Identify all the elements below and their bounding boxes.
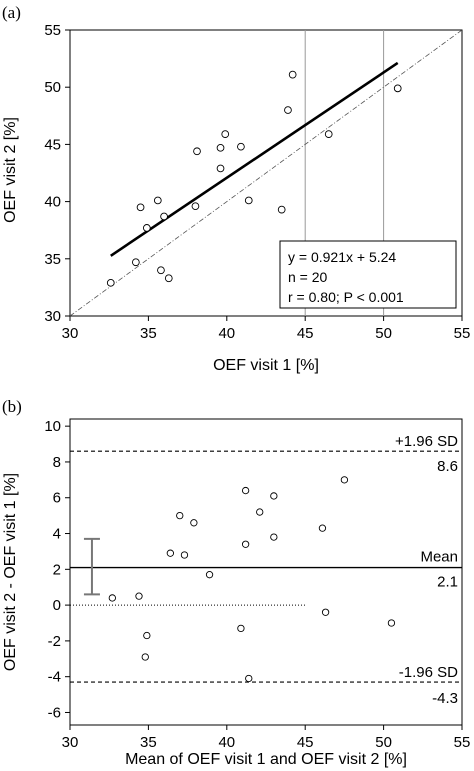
panel-b-y-tick-label: -4 (48, 669, 61, 686)
difference-point (340, 476, 349, 484)
panel-a-x-tick-label: 45 (297, 325, 314, 342)
mean-confidence-interval-bar (83, 537, 100, 596)
panel-a-x-tick-label: 35 (140, 325, 157, 342)
sample-size: n = 20 (288, 269, 328, 285)
data-point (244, 196, 253, 205)
panel-b-y-tick-label: 6 (53, 490, 61, 507)
data-point (277, 205, 286, 214)
data-point (157, 266, 165, 275)
panel-b-plot-frame (69, 418, 463, 726)
data-point (132, 258, 140, 267)
stats-annotation-box: y = 0.921x + 5.24 n = 20 r = 0.80; P < 0… (279, 240, 457, 309)
difference-point (143, 631, 151, 640)
panel-a-y-tick-label: 30 (44, 308, 61, 325)
data-point (191, 202, 200, 211)
data-point (216, 164, 225, 173)
data-point (324, 130, 333, 138)
regression-equation: y = 0.921x + 5.24 (288, 249, 396, 265)
panel-a-y-tick-label: 55 (44, 22, 61, 39)
difference-point (387, 619, 396, 627)
difference-point (321, 608, 330, 616)
regression-line (110, 61, 399, 257)
lower-limit-value: -4.3 (432, 690, 458, 707)
panel-b-y-axis-label: OEF visit 2 - OEF visit 1 [%] (2, 473, 19, 671)
panel-b-x-tick-label: 45 (297, 734, 314, 751)
data-point (142, 224, 151, 232)
data-point (288, 70, 297, 79)
data-point (221, 130, 230, 138)
panel-b-y-tick-label: 8 (53, 454, 61, 471)
panel-b-y-tick-label: -2 (48, 633, 61, 650)
panel-a-plot-frame (69, 29, 463, 317)
panel-b-x-tick-label: 40 (218, 734, 235, 751)
panel-b-y-tick-label: 10 (44, 418, 61, 435)
panel-a-x-tick-label: 30 (62, 325, 79, 342)
data-point (193, 147, 201, 156)
panel-a-scatter: (a) 30 35 40 45 50 55 30 35 40 45 50 55 y = 0.921x … (2, 3, 470, 374)
difference-point (245, 674, 253, 683)
difference-point (241, 540, 250, 548)
lower-limit-label: -1.96 SD (399, 664, 458, 681)
panel-b-y-tick-label: 2 (53, 561, 61, 578)
mean-value: 2.1 (437, 574, 458, 591)
panel-b-bland-altman: (b) 30 35 40 45 50 55 -6 -4 -2 0 2 4 6 8 10 +1.96 SD 8… (2, 397, 470, 768)
panel-a-y-axis-label: OEF visit 2 [%] (2, 117, 19, 223)
difference-point (237, 624, 245, 633)
data-point (237, 142, 245, 151)
panel-b-x-axis-label: Mean of OEF visit 1 and OEF visit 2 [%] (125, 751, 407, 768)
data-point (106, 278, 115, 287)
data-point (216, 143, 225, 152)
data-point (136, 203, 145, 212)
data-point (393, 84, 402, 93)
difference-point (256, 508, 264, 516)
difference-point (135, 592, 143, 600)
panel-b-x-tick-label: 50 (375, 734, 392, 751)
difference-point (176, 511, 184, 520)
panel-a-x-tick-label: 50 (375, 325, 392, 342)
data-point (153, 196, 162, 205)
difference-point (270, 533, 278, 541)
difference-point (141, 653, 149, 661)
data-point (164, 274, 173, 283)
difference-point (108, 594, 116, 602)
data-point (160, 212, 168, 221)
panel-a-y-tick-label: 45 (44, 136, 61, 153)
difference-point (318, 524, 327, 532)
difference-point (205, 571, 214, 579)
panel-a-x-tick-label: 55 (454, 325, 471, 342)
panel-b-label: (b) (2, 397, 22, 416)
mean-label: Mean (420, 549, 458, 566)
panel-b-y-tick-label: 4 (53, 526, 61, 543)
panel-b-y-tick-label: -6 (48, 704, 61, 721)
correlation-stats: r = 0.80; P < 0.001 (288, 289, 404, 305)
panel-a-x-tick-label: 40 (218, 325, 235, 342)
upper-limit-value: 8.6 (437, 458, 458, 475)
panel-a-label: (a) (2, 3, 21, 22)
difference-point (166, 549, 175, 557)
panel-b-x-tick-label: 35 (140, 734, 157, 751)
difference-point (190, 519, 198, 527)
panel-a-y-tick-label: 35 (44, 251, 61, 268)
panel-a-y-tick-label: 40 (44, 194, 61, 211)
upper-limit-label: +1.96 SD (395, 433, 458, 450)
panel-b-x-tick-label: 30 (62, 734, 79, 751)
difference-point (180, 551, 189, 559)
panel-a-y-tick-label: 50 (44, 79, 61, 96)
panel-b-x-tick-label: 55 (454, 734, 471, 751)
panel-a-x-axis-label: OEF visit 1 [%] (213, 357, 319, 374)
data-point (284, 106, 292, 114)
panel-b-y-tick-label: 0 (53, 597, 61, 614)
identity-line (69, 29, 463, 317)
difference-point (270, 492, 278, 500)
difference-point (241, 486, 250, 495)
